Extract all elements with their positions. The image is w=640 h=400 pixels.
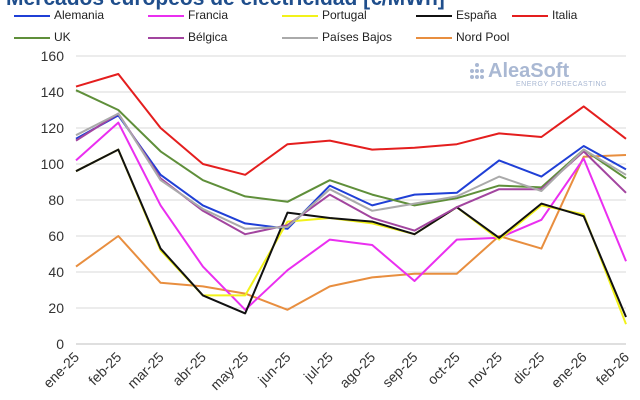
legend-label: Italia xyxy=(552,8,578,22)
series-line-alemania xyxy=(75,114,627,230)
y-tick-label: 0 xyxy=(56,336,64,352)
x-tick-label: sep-25 xyxy=(379,349,421,391)
y-tick-label: 40 xyxy=(48,264,64,280)
legend-swatch xyxy=(148,15,184,17)
y-tick-label: 80 xyxy=(48,192,64,208)
y-tick-label: 120 xyxy=(41,120,65,136)
x-tick-label: feb-25 xyxy=(85,349,125,389)
y-tick-label: 140 xyxy=(41,84,65,100)
y-tick-label: 60 xyxy=(48,228,64,244)
x-tick-label: oct-25 xyxy=(424,349,463,388)
legend-label: UK xyxy=(54,30,71,44)
logo-wordmark: AleaSoft xyxy=(488,60,570,82)
x-tick-label: dic-25 xyxy=(509,349,547,387)
legend-label: Bélgica xyxy=(188,30,228,44)
x-tick-label: nov-25 xyxy=(464,349,506,391)
x-tick-label: jul-25 xyxy=(300,349,336,385)
series-line-uk xyxy=(75,89,627,207)
legend-swatch xyxy=(282,37,318,39)
x-tick-label: mar-25 xyxy=(124,349,167,392)
legend-label: Francia xyxy=(188,8,229,22)
legend-label: España xyxy=(456,8,497,22)
chart-title: Mercados europeos de electricidad [€/MWh… xyxy=(6,0,445,11)
series-line-espana xyxy=(75,148,627,318)
series-line-italia xyxy=(75,73,627,176)
aleasoft-dots-icon xyxy=(470,63,484,79)
x-tick-label: abr-25 xyxy=(169,349,209,389)
series-line-nord-pool xyxy=(75,154,627,311)
legend-label: Nord Pool xyxy=(456,30,510,44)
y-tick-label: 160 xyxy=(41,48,65,64)
series-line-francia xyxy=(75,121,627,311)
x-tick-label: feb-26 xyxy=(593,349,633,389)
x-tick-label: jun-25 xyxy=(254,349,294,389)
legend-label: Portugal xyxy=(322,8,367,22)
y-tick-label: 100 xyxy=(41,156,65,172)
y-tick-label: 20 xyxy=(48,300,64,316)
x-tick-label: ago-25 xyxy=(336,349,378,391)
x-tick-label: ene-25 xyxy=(40,349,82,391)
legend-swatch xyxy=(416,37,452,39)
legend-swatch xyxy=(512,15,548,17)
series-line-paises-bajos xyxy=(75,112,627,230)
legend-label: Países Bajos xyxy=(322,30,393,44)
legend-swatch xyxy=(14,37,50,39)
logo-tagline: ENERGY FORECASTING xyxy=(516,81,607,88)
x-tick-label: may-25 xyxy=(207,349,251,393)
legend-swatch xyxy=(148,37,184,39)
legend-swatch xyxy=(14,15,50,17)
legend-swatch xyxy=(282,15,318,17)
legend-swatch xyxy=(416,15,452,17)
chart-legend: Alemania Francia Portugal España Italia UK Bél… xyxy=(0,8,640,48)
x-tick-label: ene-26 xyxy=(548,349,590,391)
aleasoft-logo: AleaSoft ENERGY FORECASTING xyxy=(468,60,628,96)
legend-label: Alemania xyxy=(54,8,105,22)
